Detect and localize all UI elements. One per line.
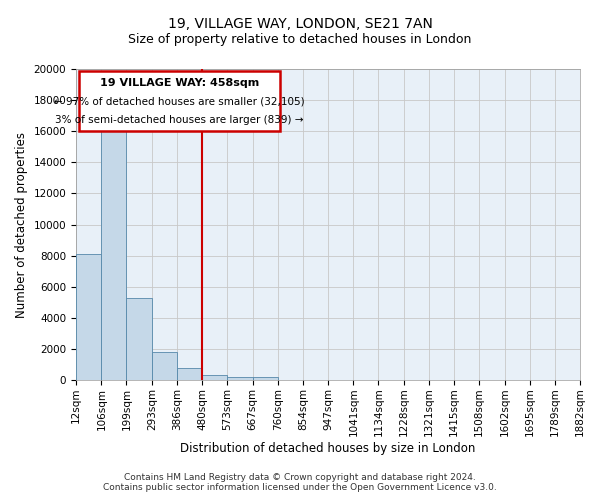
Bar [253, 377, 278, 380]
FancyBboxPatch shape [79, 70, 280, 131]
Bar [152, 352, 177, 380]
Text: Contains HM Land Registry data © Crown copyright and database right 2024.
Contai: Contains HM Land Registry data © Crown c… [103, 473, 497, 492]
Bar [101, 124, 127, 380]
Bar [202, 376, 227, 380]
Text: 19, VILLAGE WAY, LONDON, SE21 7AN: 19, VILLAGE WAY, LONDON, SE21 7AN [167, 18, 433, 32]
Text: 3% of semi-detached houses are larger (839) →: 3% of semi-detached houses are larger (8… [55, 115, 304, 125]
Bar [76, 254, 101, 380]
X-axis label: Distribution of detached houses by size in London: Distribution of detached houses by size … [181, 442, 476, 455]
Bar [127, 298, 152, 380]
Bar [227, 377, 253, 380]
Y-axis label: Number of detached properties: Number of detached properties [15, 132, 28, 318]
Text: Size of property relative to detached houses in London: Size of property relative to detached ho… [128, 32, 472, 46]
Text: 19 VILLAGE WAY: 458sqm: 19 VILLAGE WAY: 458sqm [100, 78, 259, 88]
Text: ← 97% of detached houses are smaller (32,105): ← 97% of detached houses are smaller (32… [54, 96, 305, 106]
Bar [177, 368, 202, 380]
